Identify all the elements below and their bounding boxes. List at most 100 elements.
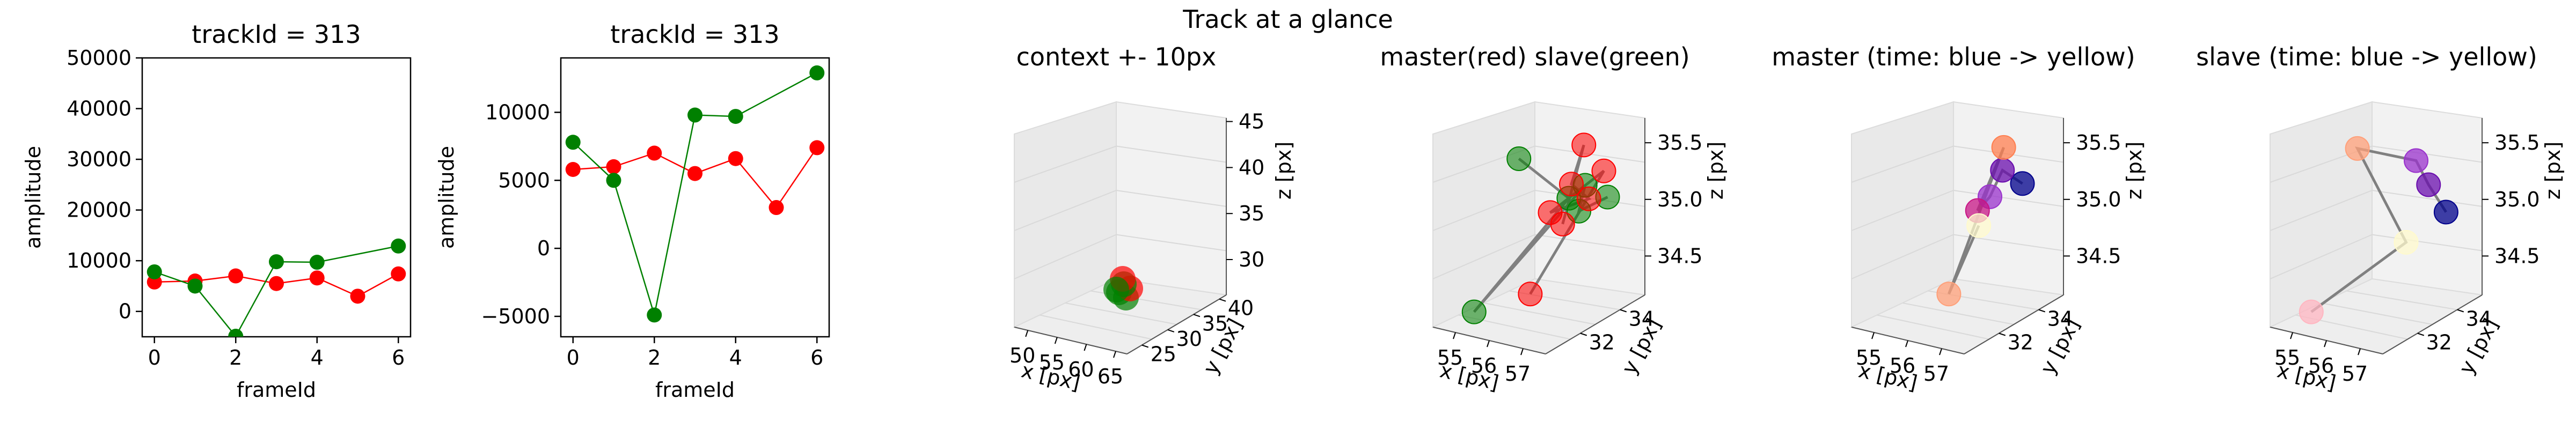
z-tick-label: 45 (1239, 110, 1264, 134)
data-point (1591, 158, 1616, 183)
x-axis-label: frameId (237, 378, 316, 402)
x-tick-label: 57 (1923, 362, 1949, 386)
grid-line (1065, 302, 1177, 325)
data-point (1506, 146, 1532, 171)
x-tick-label: 6 (392, 346, 405, 369)
series-line (572, 72, 817, 315)
z-tick-label: 34.5 (2494, 244, 2540, 268)
y-tick (1193, 314, 1201, 317)
grid-line (1040, 314, 1152, 340)
grid-line (2270, 234, 2373, 279)
y-tick-label: 34 (1629, 307, 1655, 331)
axes-panes (1013, 101, 1228, 355)
y-axis-label: y [px] (1617, 315, 1666, 379)
plot-frame (560, 57, 830, 338)
x-axis-ticks: 55 56 57 (2274, 332, 2368, 386)
y-axis-line (1545, 294, 1645, 354)
point-marks (1103, 266, 1143, 310)
data-point (2433, 199, 2458, 225)
x-axis-ticks: 55 56 57 (1856, 332, 1949, 386)
data-point (769, 200, 784, 216)
data-point (391, 266, 406, 282)
grid-line (2346, 290, 2457, 310)
y-tick-label: 25 (1151, 343, 1176, 366)
z-axis-ticks: 34.5 35.0 35.5 (1645, 131, 1703, 268)
x-tick (1520, 348, 1524, 356)
data-point (228, 268, 244, 284)
grid-line (1432, 190, 1535, 231)
y-tick-label: 32 (1589, 331, 1615, 354)
y-axis-ticks: −5000 0 5000 10000 (481, 100, 561, 328)
chart-title: slave (time: blue -> yellow) (2196, 42, 2537, 71)
chart-title: context +- 10px (1016, 42, 1217, 71)
z-tick-label: 35.0 (2076, 188, 2121, 211)
data-point (2299, 299, 2324, 324)
grid-line (1116, 190, 1227, 207)
grid-line (1483, 302, 1596, 325)
x-tick-label: 60 (1068, 358, 1094, 381)
y-tick-label: 35 (1202, 312, 1228, 335)
data-point (187, 278, 203, 294)
chart-title: master(red) slave(green) (1380, 42, 1689, 71)
x-tick (1054, 337, 1058, 344)
y-axis-ticks: 32 34 (1580, 307, 1655, 354)
x-tick-label: 56 (2308, 354, 2334, 378)
z-tick-label: 35.0 (1657, 188, 1703, 211)
y-tick (1219, 298, 1226, 302)
grid-line (2372, 190, 2483, 207)
x-tick (1905, 340, 1908, 347)
data-point (147, 264, 162, 279)
data-point (1571, 132, 1597, 158)
point-marks (1461, 132, 1620, 324)
grid-line (1851, 145, 1954, 183)
y-tick-label: 0 (119, 300, 131, 323)
y-axis-line (1964, 294, 2064, 354)
data-point (2416, 172, 2441, 197)
plot-frame (141, 57, 412, 338)
x-tick (1453, 332, 1456, 339)
z-tick-label: 40 (1239, 156, 1264, 179)
data-point (269, 254, 284, 270)
data-point (1103, 277, 1129, 302)
y-tick (2457, 309, 2464, 313)
y-tick (2417, 332, 2425, 336)
z-tick-label: 35.5 (2494, 131, 2540, 154)
point-marks (1936, 135, 2035, 307)
y-tick-label: 30000 (67, 147, 131, 171)
y-tick-label: 10000 (67, 249, 131, 272)
x-tick-label: 2 (648, 346, 661, 369)
z-axis-label: z [px] (2541, 142, 2565, 199)
y-tick-label: 20000 (67, 198, 131, 222)
y-tick-label: 32 (2008, 331, 2033, 354)
data-point (687, 166, 702, 181)
grid-line (2372, 234, 2483, 252)
y-axis-ticks: 0 10000 20000 30000 40000 50000 (67, 46, 142, 323)
z-tick-label: 30 (1239, 248, 1264, 271)
x-tick (1025, 330, 1029, 337)
master-time-3d-plot: master (time: blue -> yellow) 55 56 57 323… (1772, 42, 2146, 395)
point-marks (2299, 136, 2458, 324)
grid-line (1851, 190, 1954, 231)
x-tick (1939, 348, 1942, 356)
x-tick-label: 55 (1856, 346, 1882, 369)
y-tick-label: −5000 (481, 305, 550, 328)
grid-line (1014, 234, 1117, 279)
y-tick (1620, 309, 1627, 313)
z-tick-label: 35.0 (2494, 188, 2540, 211)
x-axis-ticks: 50 55 60 65 (1009, 330, 1123, 388)
y-tick-label: 40000 (67, 97, 131, 121)
x-tick-label: 55 (1437, 346, 1463, 369)
x-tick-label: 55 (1039, 351, 1065, 374)
z-tick-label: 35.5 (2076, 131, 2121, 154)
grid-line (1116, 145, 1227, 163)
grid-line (2372, 145, 2483, 163)
grid-line (1014, 145, 1117, 183)
data-point (1990, 158, 2015, 183)
x-tick-label: 55 (2274, 346, 2300, 369)
data-point (809, 65, 825, 80)
y-axis-ticks: 32 34 (2417, 307, 2492, 354)
y-tick-label: 5000 (498, 168, 550, 192)
y-tick-label: 34 (2047, 307, 2073, 331)
grid-line (1432, 234, 1535, 279)
